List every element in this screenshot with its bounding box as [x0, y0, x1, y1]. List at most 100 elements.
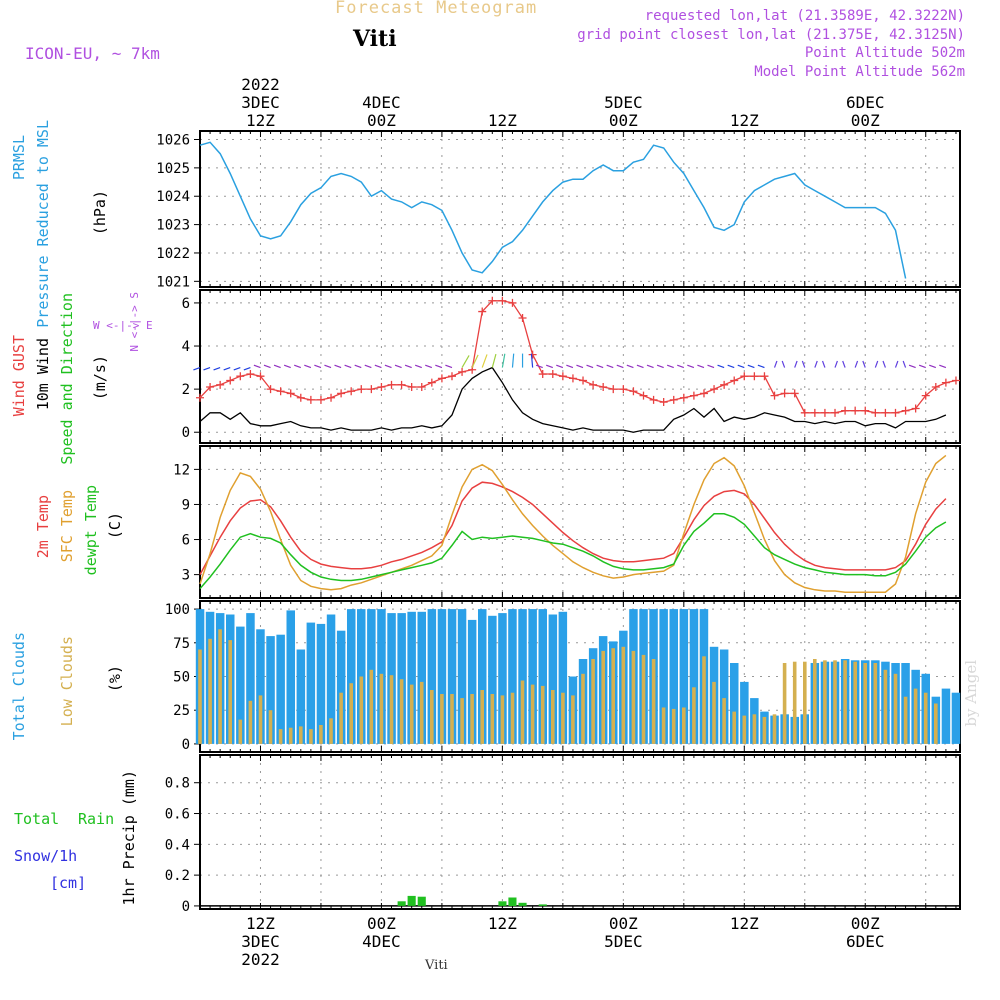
wind-gust-point — [770, 391, 779, 400]
low-cloud-bar — [591, 659, 595, 744]
low-cloud-bar — [641, 654, 646, 744]
wind-gust-point — [458, 367, 467, 376]
wind-gust-point — [901, 406, 910, 415]
time-axis-top-label: 00Z — [609, 111, 638, 130]
total-cloud-bar — [306, 622, 316, 744]
low-cloud-bar — [873, 663, 878, 744]
wind-direction-arrow — [566, 364, 574, 369]
wind-gust-point — [226, 376, 235, 385]
wind-direction-arrow — [656, 364, 664, 369]
y-tick-label: 0 — [182, 425, 190, 441]
time-axis-bottom-label: 00Z — [609, 914, 638, 933]
wind-direction-arrow — [491, 353, 497, 368]
wind-direction-arrow — [616, 364, 624, 369]
low-cloud-bar — [238, 719, 243, 744]
wind-direction-arrow — [546, 364, 553, 369]
wind-direction-arrow — [223, 367, 231, 371]
low-cloud-bar — [258, 695, 263, 744]
low-cloud-bar — [419, 681, 424, 744]
wind-direction-arrow — [727, 364, 735, 369]
wind-gust-point — [579, 376, 588, 385]
low-cloud-bar — [520, 680, 525, 744]
time-axis-bottom-label: 12Z — [246, 914, 275, 933]
rain-bar — [417, 896, 426, 906]
low-cloud-bar — [823, 660, 827, 744]
wind-direction-arrow — [737, 364, 745, 369]
low-cloud-bar — [359, 676, 364, 744]
wind-direction-arrow — [425, 364, 433, 369]
y-tick-label: 12 — [173, 462, 190, 478]
y-tick-label: 0.4 — [165, 837, 190, 853]
total-cloud-bar — [417, 611, 426, 744]
low-cloud-bar — [490, 694, 495, 744]
wind-gust-point — [720, 380, 729, 389]
wind-gust-point — [931, 382, 940, 391]
wind-gust-point — [498, 296, 507, 305]
wind-gust-point — [357, 385, 366, 394]
low-cloud-bar — [551, 690, 555, 744]
y-tick-label: 6 — [182, 533, 190, 549]
wind-direction-arrow — [586, 364, 594, 369]
y-tick-label: 1023 — [156, 218, 190, 234]
wind-gust-point — [488, 296, 497, 305]
time-axis-bottom-label: 00Z — [851, 914, 880, 933]
temp-dewpoint-line — [199, 513, 947, 590]
low-cloud-bar — [813, 659, 817, 744]
low-cloud-bar — [430, 690, 434, 744]
wind-gust-point — [266, 385, 275, 394]
wind-gust-point — [558, 372, 567, 381]
wind-gust-point — [730, 376, 739, 385]
wind-direction-arrow — [874, 360, 879, 368]
wind-direction-arrow — [243, 367, 251, 371]
wind-direction-arrow — [666, 364, 674, 369]
wind-gust-point — [689, 391, 698, 400]
time-axis-top-label: 2022 — [241, 75, 280, 94]
wind-direction-arrow — [354, 364, 362, 369]
wind-direction-arrow — [781, 360, 786, 368]
wind-direction-arrow — [344, 364, 352, 369]
y-tick-label: 0.2 — [165, 868, 190, 884]
low-cloud-bar — [772, 714, 777, 744]
y-tick-label: 0 — [182, 737, 190, 753]
low-cloud-bar — [621, 646, 626, 744]
wind-gust-point — [407, 382, 416, 391]
time-axis-top-label: 12Z — [730, 111, 759, 130]
y-tick-label: 25 — [173, 703, 190, 719]
low-cloud-bar — [682, 707, 686, 744]
low-cloud-bar — [893, 673, 898, 744]
wind-gust-point — [841, 406, 850, 415]
wind-gust-point — [387, 380, 396, 389]
low-cloud-bar — [913, 688, 918, 744]
rain-bar — [518, 902, 527, 906]
total-cloud-bar — [427, 609, 437, 744]
wind-gust-point — [780, 389, 789, 398]
snow-unit: [cm] — [50, 874, 87, 892]
wind-gust-point — [296, 393, 305, 402]
wind-gust-point — [306, 395, 315, 404]
model-point-altitude: Model Point Altitude 562m — [754, 64, 965, 80]
wind-direction-arrow — [294, 364, 302, 369]
wind-direction-arrow — [556, 364, 564, 369]
total-cloud-bar — [548, 614, 558, 744]
y-tick-label: 4 — [182, 339, 190, 355]
wind-direction-arrow — [334, 364, 342, 369]
wind-gust-point — [750, 372, 759, 381]
total-cloud-bar — [558, 611, 568, 744]
low-cloud-bar — [450, 694, 454, 744]
panel-frame — [199, 445, 961, 599]
model-label: ICON-EU, ~ 7km — [25, 44, 160, 63]
wind-direction-arrow — [626, 364, 634, 369]
y-tick-label: 100 — [165, 602, 190, 618]
wind-gust-point — [790, 389, 799, 398]
wind-gust-point — [246, 370, 255, 379]
low-cloud-bar — [782, 663, 787, 744]
time-axis-bottom-label: 3DEC — [241, 932, 280, 951]
total-cloud-bar — [407, 611, 416, 744]
time-axis-bottom-label: 12Z — [730, 914, 759, 933]
low-cloud-bar — [863, 663, 867, 744]
total-cloud-bar — [719, 649, 729, 744]
wind-gust-point — [568, 374, 577, 383]
total-cloud-bar — [437, 609, 447, 744]
low-cloud-bar — [601, 650, 605, 744]
wind-direction-arrow — [576, 364, 584, 369]
